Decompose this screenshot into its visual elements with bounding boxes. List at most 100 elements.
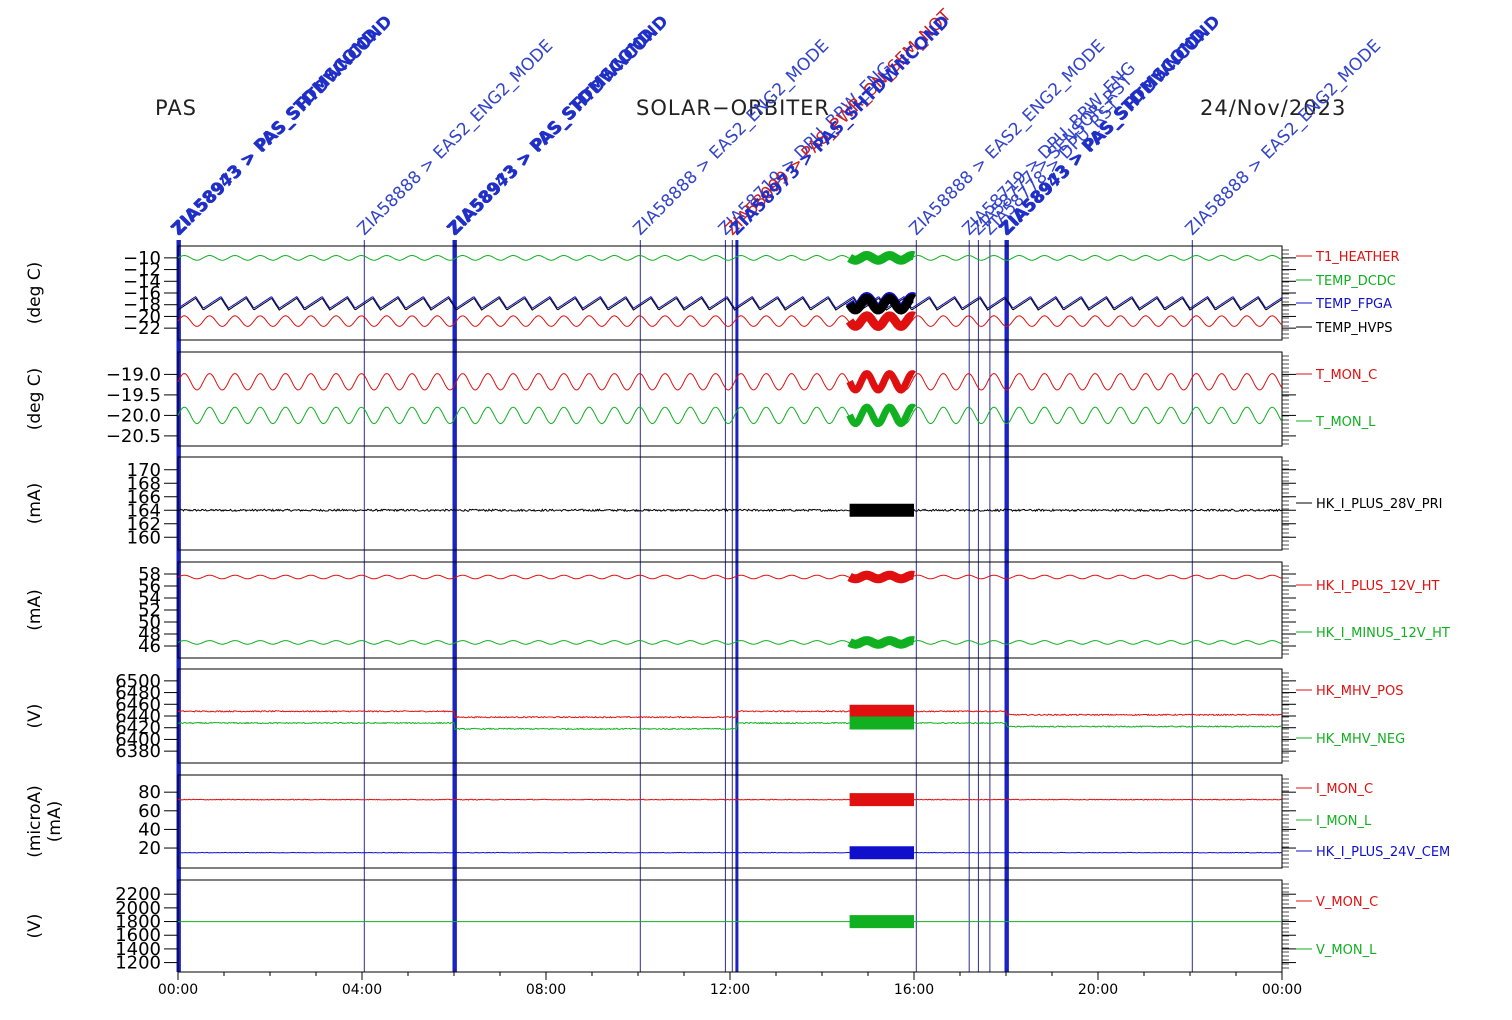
event-label: ZIA58778 > DPU_RST <box>979 94 1124 239</box>
series-label: T_MON_L <box>1315 415 1376 430</box>
series-label: HK_MHV_NEG <box>1316 732 1405 747</box>
y-tick-label: −12 <box>123 260 161 281</box>
y-tick-label: 60 <box>138 801 161 822</box>
y-tick-label: −10 <box>123 248 161 269</box>
series-label: TEMP_DCDC <box>1315 274 1396 289</box>
y-tick-label: 40 <box>138 819 161 840</box>
panel-1: −10−12−14−16−18−20−22 (deg C) T1_HEATHER TE… <box>25 245 1400 341</box>
y-tick-label: 164 <box>127 500 161 521</box>
series-label: T1_HEATHER <box>1315 250 1400 265</box>
mission-label: SOLAR−ORBITER <box>636 96 831 120</box>
dense-block <box>846 369 916 394</box>
series-line-hk_mhv_neg <box>177 721 1283 731</box>
series-label: I_MON_L <box>1316 814 1372 829</box>
date-label: 24/Nov/2023 <box>1200 96 1347 120</box>
y-tick-label: −20.5 <box>106 426 161 447</box>
series-label: HK_MHV_POS <box>1316 684 1404 699</box>
series-line-hk_i_plus_12v_ht <box>177 574 1283 580</box>
series-line-t_mon_c <box>177 373 1283 391</box>
y-tick-label: −22 <box>123 318 161 339</box>
dense-block <box>845 293 917 315</box>
series-line-temp_fpga <box>177 296 1283 309</box>
y-tick-label: 1800 <box>115 912 161 933</box>
y-tick-label: −19.5 <box>106 385 161 406</box>
y-axis-label: (V) <box>25 914 45 939</box>
x-tick-label: 16:00 <box>894 982 934 998</box>
panel-frame <box>177 668 1283 764</box>
dense-block <box>846 403 917 428</box>
series-line-hk_i_plus_28v_pri <box>177 508 1283 513</box>
y-tick-label: 6420 <box>115 718 161 739</box>
series-label: TEMP_HVPS <box>1315 321 1392 336</box>
y-tick-label: 1200 <box>115 953 161 974</box>
event-label: ZIA58973 > PAS_SHTDWNCOND <box>726 12 954 240</box>
series-label: T_MON_C <box>1315 368 1377 383</box>
dense-block <box>847 636 915 649</box>
x-tick-label: 04:00 <box>342 982 382 998</box>
y-tick-label: −20 <box>123 306 161 327</box>
x-tick-label: 08:00 <box>526 982 566 998</box>
y-axis-label: (mA) <box>25 483 45 524</box>
y-axis-label: (deg C) <box>25 368 45 431</box>
series-line-temp_dcdc <box>177 254 1283 261</box>
x-tick-label: 00:00 <box>1262 982 1302 998</box>
y-tick-label: 166 <box>127 487 161 508</box>
series-line-t1_heather <box>177 315 1283 327</box>
y-tick-label: 80 <box>138 782 161 803</box>
y-tick-label: 2000 <box>115 898 161 919</box>
panel-frame <box>177 774 1283 869</box>
series-label: HK_I_PLUS_28V_PRI <box>1316 497 1442 512</box>
y-tick-label: 6500 <box>115 671 161 692</box>
y-axis-label-2: (mA) <box>45 801 65 842</box>
y-tick-label: 56 <box>138 576 161 597</box>
y-tick-label: 1600 <box>115 925 161 946</box>
event-label: ZIA58888 > EAS2_ENG2_MODE <box>1182 36 1385 239</box>
series-line-hk_i_minus_12v_ht <box>177 640 1283 645</box>
y-tick-label: 58 <box>138 564 161 585</box>
series-line-hk_i_plus_24v_cem <box>177 851 1283 854</box>
instrument-label: PAS <box>155 96 198 120</box>
dense-block <box>847 570 915 584</box>
y-tick-label: 6440 <box>115 706 161 727</box>
dense-block <box>845 311 916 332</box>
y-tick-label: 52 <box>138 600 161 621</box>
y-tick-label: 1400 <box>115 939 161 960</box>
series-label: I_MON_C <box>1316 782 1373 797</box>
y-tick-label: 6480 <box>115 683 161 704</box>
y-tick-label: 46 <box>138 636 161 657</box>
panel-2: −19.0−19.5−20.0−20.5 (deg C) T_MON_C T_MON_… <box>25 351 1377 447</box>
series-line-hk_mhv_pos <box>177 709 1283 719</box>
series-label: HK_I_MINUS_12V_HT <box>1316 626 1450 641</box>
y-tick-label: −16 <box>123 283 161 304</box>
series-label: HK_I_PLUS_12V_HT <box>1316 579 1440 594</box>
y-axis-label: (deg C) <box>25 262 45 325</box>
series-line-temp_hvps <box>177 297 1283 311</box>
x-tick-label: 12:00 <box>710 982 750 998</box>
y-tick-label: 20 <box>138 838 161 859</box>
y-tick-label: 50 <box>138 612 161 633</box>
y-tick-label: 2200 <box>115 884 161 905</box>
event-label: ZIA58888 > EAS2_ENG2_MODE <box>354 36 557 239</box>
y-tick-label: 160 <box>127 527 161 548</box>
y-tick-label: −20.0 <box>106 405 161 426</box>
series-label: HK_I_PLUS_24V_CEM <box>1316 845 1450 860</box>
y-tick-label: −19.0 <box>106 364 161 385</box>
event-label: ZIA58973 > PAS_SHTDWNCOND <box>169 12 397 240</box>
series-line-i_mon_c <box>177 798 1283 801</box>
y-tick-label: 168 <box>127 473 161 494</box>
series-label: V_MON_L <box>1316 943 1377 958</box>
series-label: V_MON_C <box>1316 895 1378 910</box>
series-line-t_mon_l <box>177 406 1283 425</box>
x-axis: 00:00 04:00 08:00 12:00 16:00 20:00 00:00 <box>158 972 1302 998</box>
panel-frame <box>177 351 1283 447</box>
x-tick-label: 00:00 <box>158 982 198 998</box>
x-tick-label: 20:00 <box>1078 982 1118 998</box>
y-axis-label: (V) <box>25 704 45 729</box>
y-tick-label: 48 <box>138 624 161 645</box>
y-tick-label: 6400 <box>115 729 161 750</box>
